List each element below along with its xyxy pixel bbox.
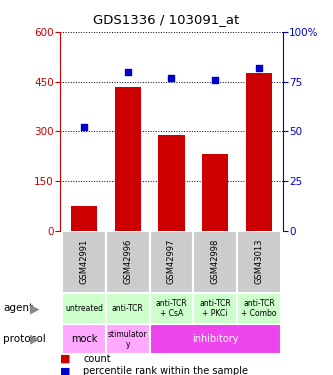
- Point: [169, 75, 174, 81]
- Bar: [202, 154, 228, 231]
- Text: inhibitory: inhibitory: [192, 334, 238, 344]
- Text: anti-TCR
+ CsA: anti-TCR + CsA: [156, 299, 187, 318]
- Bar: [193, 292, 237, 324]
- Text: GSM42991: GSM42991: [80, 239, 89, 284]
- Text: count: count: [83, 354, 111, 364]
- Bar: [115, 87, 141, 231]
- Text: protocol: protocol: [3, 334, 46, 344]
- Bar: [150, 324, 281, 354]
- Text: agent: agent: [3, 303, 33, 313]
- Text: anti-TCR: anti-TCR: [112, 304, 144, 313]
- Bar: [150, 231, 193, 292]
- Bar: [106, 231, 150, 292]
- Point: [256, 64, 262, 70]
- Text: ■: ■: [60, 354, 71, 364]
- Point: [125, 69, 131, 75]
- Text: percentile rank within the sample: percentile rank within the sample: [83, 366, 248, 375]
- Bar: [237, 292, 281, 324]
- Text: untreated: untreated: [65, 304, 103, 313]
- Bar: [106, 292, 150, 324]
- Bar: [106, 324, 150, 354]
- Text: ■: ■: [60, 366, 71, 375]
- Point: [81, 124, 87, 130]
- Bar: [193, 231, 237, 292]
- Text: ▶: ▶: [30, 302, 40, 315]
- Text: mock: mock: [71, 334, 97, 344]
- Bar: [62, 324, 106, 354]
- Text: stimulator
y: stimulator y: [108, 330, 148, 349]
- Text: anti-TCR
+ Combo: anti-TCR + Combo: [241, 299, 277, 318]
- Text: anti-TCR
+ PKCi: anti-TCR + PKCi: [199, 299, 231, 318]
- Bar: [62, 292, 106, 324]
- Bar: [150, 292, 193, 324]
- Text: GSM43013: GSM43013: [254, 239, 263, 284]
- Bar: [71, 206, 97, 231]
- Text: GDS1336 / 103091_at: GDS1336 / 103091_at: [93, 13, 240, 26]
- Text: GSM42998: GSM42998: [211, 239, 220, 284]
- Text: GSM42997: GSM42997: [167, 239, 176, 284]
- Point: [212, 76, 218, 82]
- Bar: [237, 231, 281, 292]
- Bar: [62, 231, 106, 292]
- Text: ▶: ▶: [30, 333, 40, 346]
- Bar: [246, 73, 272, 231]
- Text: GSM42996: GSM42996: [123, 239, 132, 284]
- Bar: [159, 135, 184, 231]
